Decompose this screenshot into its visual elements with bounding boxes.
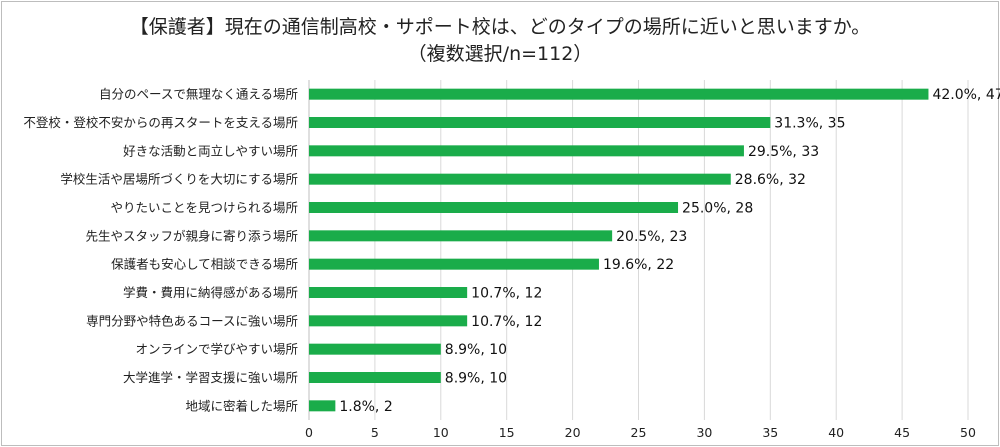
data-label: 42.0%, 47 xyxy=(932,87,1000,103)
bar xyxy=(309,230,613,242)
bar xyxy=(309,372,441,383)
bar xyxy=(309,202,679,213)
chart-title-block: 【保護者】現在の通信制高校・サポート校は、どのタイプの場所に近いと思いますか。 … xyxy=(0,14,1000,68)
chart-title: 【保護者】現在の通信制高校・サポート校は、どのタイプの場所に近いと思いますか。 xyxy=(129,16,871,38)
x-tick-label: 40 xyxy=(828,425,844,440)
bar xyxy=(309,343,441,355)
bar xyxy=(309,145,744,157)
data-label: 29.5%, 33 xyxy=(748,144,819,160)
bar xyxy=(309,258,599,270)
category-label: 地域に密着した場所 xyxy=(185,398,298,413)
x-tick-label: 20 xyxy=(565,425,581,440)
bar xyxy=(309,117,771,128)
x-tick-label: 25 xyxy=(631,425,647,440)
x-tick-label: 50 xyxy=(960,425,976,440)
category-label: 不登校・登校不安からの再スタートを支える場所 xyxy=(23,115,298,130)
bar xyxy=(309,315,468,327)
category-label: 専門分野や特色あるコースに強い場所 xyxy=(86,313,298,328)
x-tick-label: 5 xyxy=(371,425,379,440)
category-label: オンラインで学びやすい場所 xyxy=(135,342,298,357)
bar xyxy=(309,173,731,185)
data-label: 31.3%, 35 xyxy=(774,116,845,132)
x-tick-label: 45 xyxy=(894,425,910,440)
category-label: 保護者も安心して相談できる場所 xyxy=(111,257,298,272)
category-label: 先生やスタッフが親身に寄り添う場所 xyxy=(85,228,298,243)
data-label: 19.6%, 22 xyxy=(603,257,674,273)
data-label: 20.5%, 23 xyxy=(616,229,687,245)
data-label: 10.7%, 12 xyxy=(471,314,542,330)
chart-subtitle: （複数選択/n=112） xyxy=(407,43,593,65)
x-tick-label: 30 xyxy=(696,425,712,440)
category-label: 自分のペースで無理なく通える場所 xyxy=(99,87,298,102)
category-label: 学校生活や居場所づくりを大切にする場所 xyxy=(60,172,298,187)
data-label: 8.9%, 10 xyxy=(445,342,507,358)
bar xyxy=(309,88,929,100)
bar xyxy=(309,400,336,412)
category-label: 学費・費用に納得感がある場所 xyxy=(123,285,298,300)
category-label: 好きな活動と両立しやすい場所 xyxy=(123,143,298,158)
category-label: 大学進学・学習支援に強い場所 xyxy=(123,370,298,385)
x-tick-label: 35 xyxy=(762,425,778,440)
data-label: 1.8%, 2 xyxy=(339,399,392,415)
x-tick-label: 10 xyxy=(433,425,449,440)
data-label: 8.9%, 10 xyxy=(445,371,507,387)
x-tick-label: 15 xyxy=(499,425,515,440)
data-label: 10.7%, 12 xyxy=(471,286,542,302)
data-label: 28.6%, 32 xyxy=(735,172,806,188)
bar xyxy=(309,287,468,298)
data-label: 25.0%, 28 xyxy=(682,201,753,217)
category-label: やりたいことを見つけられる場所 xyxy=(110,200,298,215)
x-tick-label: 0 xyxy=(305,425,313,440)
